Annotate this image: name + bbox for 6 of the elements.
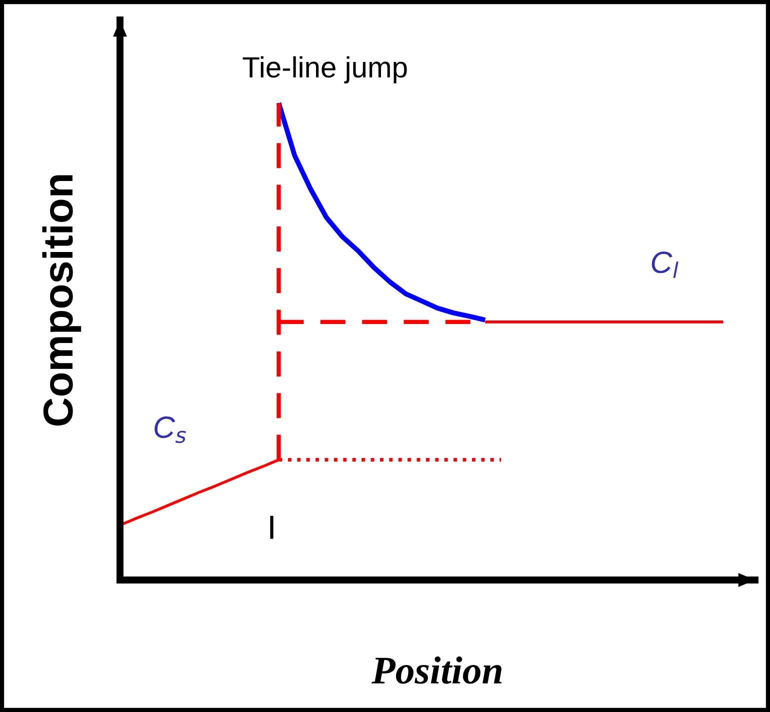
- annotation: C$_{l}$: [652, 252, 678, 278]
- x-axis-title: Position: [372, 656, 502, 684]
- annotation: C$_{s}$: [154, 416, 186, 444]
- text: Tie-line jump: [242, 56, 407, 84]
- annotation: I: [270, 516, 274, 539]
- y-axis-title: Composition: [42, 175, 82, 426]
